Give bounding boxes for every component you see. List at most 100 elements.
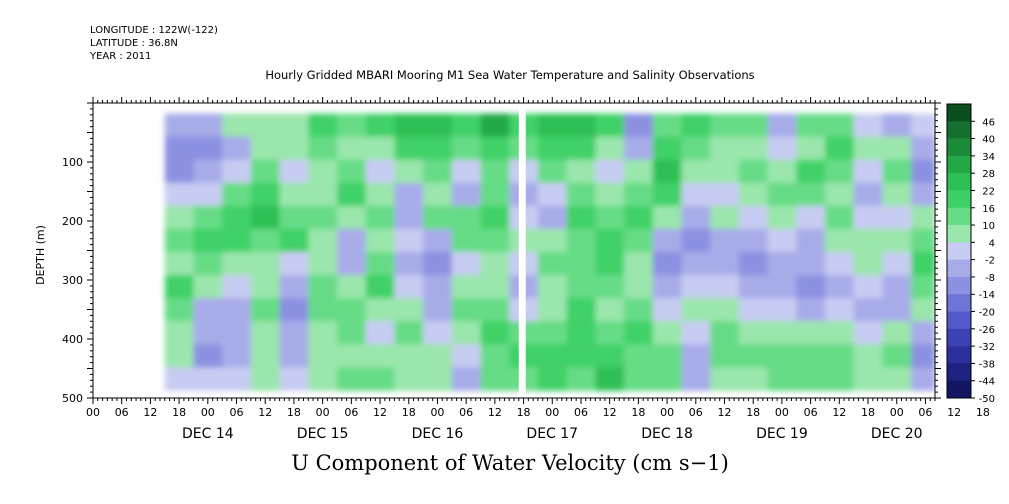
heatmap-cell [853,113,883,138]
colorbar-label: -8 [985,273,995,284]
heatmap-cell [164,182,195,207]
heatmap-cell [480,367,510,391]
colorbar-swatch [947,104,971,122]
heatmap-cell [710,228,740,253]
heatmap-cell [423,321,453,345]
heatmap-cell [537,298,568,322]
heatmap-cell [451,228,482,253]
heatmap-cell [537,251,568,276]
heatmap-cell [911,251,935,276]
heatmap-cell [451,159,482,184]
x-hour-label: 18 [402,406,416,419]
heatmap-cell [279,136,309,161]
heatmap-cell [480,228,510,253]
heatmap-cell [853,321,883,345]
heatmap-cell [222,159,252,184]
heatmap-cell [279,321,309,345]
heatmap-cell [624,251,654,276]
heatmap-cell [911,298,935,322]
heatmap-cell [250,321,281,345]
heatmap-cell [566,182,596,207]
heatmap-cell [652,344,683,368]
heatmap-cell [537,182,568,207]
heatmap-cell [911,344,935,368]
colorbar-swatch [947,121,971,139]
x-hour-label: 06 [574,406,588,419]
x-hour-label: 18 [746,406,760,419]
x-day-label: DEC 15 [297,426,349,442]
heatmap-cell [308,344,338,368]
heatmap-cell [279,182,309,207]
heatmap-cell [624,298,654,322]
heatmap-cell [193,205,223,230]
heatmap-cell [566,159,596,184]
colorbar-swatch [947,155,971,174]
heatmap-cell [652,113,683,138]
heatmap-cell [193,275,223,299]
x-day-label: DEC 17 [526,426,578,442]
heatmap-cell [824,159,855,184]
heatmap-cell [738,228,769,253]
heatmap-cell [222,113,252,138]
heatmap-cell [911,205,935,230]
heatmap-cell [394,228,424,253]
heatmap-cell [423,251,453,276]
heatmap-cell [222,344,252,368]
x-hour-label: 00 [430,406,444,419]
heatmap-cell [767,136,797,161]
heatmap-cell [710,251,740,276]
y-tick-label: 100 [62,156,83,169]
heatmap-cell [394,205,424,230]
heatmap-cell [480,275,510,299]
heatmap-cell [365,321,395,345]
heatmap-cell [824,205,855,230]
heatmap-cell [710,182,740,207]
heatmap-cell [796,321,826,345]
heatmap-cell [796,251,826,276]
heatmap-cell [853,159,883,184]
colorbar-label: -44 [979,377,995,388]
x-hour-label: 12 [258,406,272,419]
heatmap-cell [882,159,912,184]
x-hour-label: 06 [689,406,703,419]
heatmap-cell [250,136,281,161]
heatmap-cell [222,298,252,322]
heatmap-cell [824,298,855,322]
heatmap-cell [423,159,453,184]
heatmap-cell [451,275,482,299]
heatmap-cell [767,228,797,253]
heatmap-cell [308,136,338,161]
heatmap-cell [336,251,367,276]
x-hour-label: 12 [603,406,617,419]
longitude-label: LONGITUDE : 122W(-122) [90,25,218,36]
variable-title: U Component of Water Velocity (cm s−1) [291,451,729,475]
heatmap-cell [365,159,395,184]
heatmap-cell [480,298,510,322]
heatmap-cell [595,205,625,230]
colorbar-label: 46 [982,117,995,128]
heatmap-cell [250,228,281,253]
heatmap-cell [767,321,797,345]
heatmap-cell [824,113,855,138]
heatmap-cell [624,344,654,368]
heatmap-cell [336,136,367,161]
heatmap-cell [164,344,195,368]
heatmap-cell [824,367,855,391]
heatmap-cell [595,367,625,391]
x-day-label: DEC 16 [412,426,464,442]
colorbar-label: 10 [982,221,995,232]
heatmap-cell [566,251,596,276]
heatmap-cell [796,159,826,184]
heatmap-cell [365,298,395,322]
heatmap-cell [279,228,309,253]
heatmap-cell [164,251,195,276]
heatmap-cell [480,321,510,345]
heatmap-cell [853,367,883,391]
heatmap-cell [394,367,424,391]
heatmap-cell [250,113,281,138]
heatmap-cell [394,136,424,161]
heatmap-cell [308,182,338,207]
heatmap-cell [853,344,883,368]
heatmap-cell [566,205,596,230]
